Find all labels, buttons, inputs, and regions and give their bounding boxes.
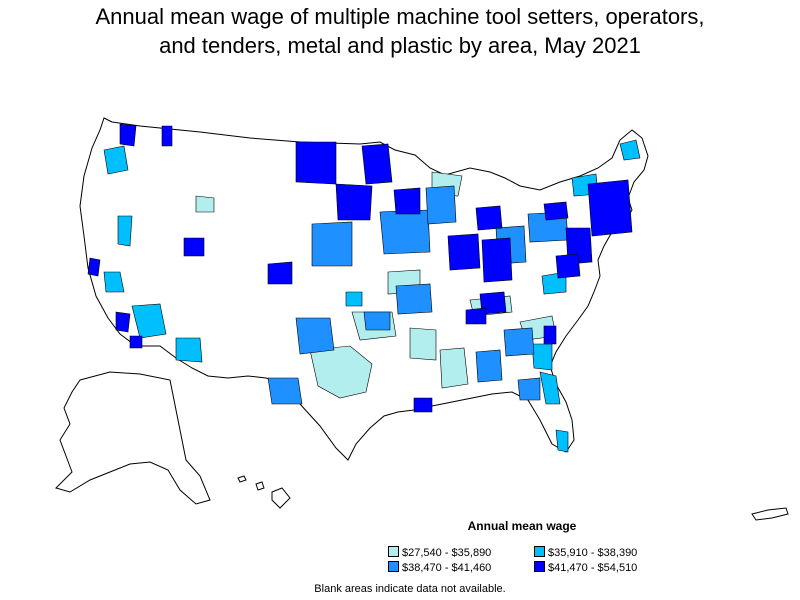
legend-label-tier-1: $27,540 - $35,890 (402, 547, 492, 559)
region-florida-south (555, 429, 569, 453)
map-title: Annual mean wage of multiple machine too… (0, 2, 800, 60)
region-north-dakota-east (295, 141, 337, 185)
region-georgia (503, 327, 535, 357)
region-colorado (267, 261, 293, 285)
region-south-carolina (531, 343, 553, 371)
region-california-la (115, 311, 131, 333)
region-illinois-chicago (447, 233, 481, 271)
legend-item-tier-1: $27,540 - $35,890 (388, 546, 491, 559)
region-idaho (195, 195, 215, 213)
region-missouri (395, 283, 433, 315)
region-florida-north (517, 377, 541, 401)
region-new-england (587, 179, 633, 237)
region-kansas-wichita (345, 291, 363, 307)
region-louisiana (413, 397, 433, 413)
region-wisconsin-south (425, 185, 457, 225)
legend-swatch-tier-2 (534, 546, 545, 557)
region-california-sd (129, 335, 143, 349)
region-minnesota-south (335, 183, 373, 221)
region-iowa (379, 209, 431, 255)
region-idaho-north (161, 125, 173, 147)
region-texas-central (309, 345, 373, 399)
legend-swatch-tier-3 (388, 561, 399, 572)
region-indiana (481, 237, 513, 283)
alaska-outline (55, 371, 211, 505)
region-michigan (475, 205, 503, 231)
regions-tier-2 (103, 139, 641, 453)
map-title-line-2: and tenders, metal and plastic by area, … (159, 33, 641, 58)
region-oregon (117, 215, 133, 247)
region-florida-east (539, 371, 561, 405)
regions-tier-4 (87, 123, 633, 413)
legend-item-tier-2: $35,910 - $38,390 (534, 546, 637, 559)
region-south-carolina-coast (543, 325, 557, 345)
region-tennessee-west (465, 307, 487, 325)
legend-swatch-tier-4 (534, 561, 545, 572)
region-washington-north (119, 123, 137, 147)
region-minnesota-north (361, 143, 393, 185)
region-nebraska (311, 221, 353, 267)
hawaii-islands (237, 475, 291, 509)
region-maine (619, 139, 641, 161)
region-arizona-phoenix (131, 303, 167, 339)
legend-label-tier-2: $35,910 - $38,390 (548, 547, 638, 559)
footnote: Blank areas indicate data not available. (314, 583, 506, 595)
region-utah (183, 237, 205, 257)
region-mississippi (439, 347, 469, 389)
legend-swatch-tier-1 (388, 546, 399, 557)
region-alabama (475, 349, 503, 383)
region-california-bay (87, 257, 101, 277)
region-oklahoma-tulsa (363, 311, 391, 331)
region-arkansas (409, 327, 437, 361)
region-tennessee (479, 291, 507, 315)
region-texas-panhandle (295, 317, 335, 355)
region-washington-west (103, 145, 129, 175)
region-arizona-tucson (175, 337, 203, 363)
map-title-line-1: Annual mean wage of multiple machine too… (95, 4, 705, 29)
legend-label-tier-4: $41,470 - $54,510 (548, 562, 638, 574)
legend-title: Annual mean wage (467, 519, 577, 533)
region-maryland (555, 253, 581, 279)
puerto-rico (751, 507, 789, 521)
region-pennsylvania-east (543, 201, 569, 221)
region-texas-west (267, 377, 303, 405)
legend-item-tier-4: $41,470 - $54,510 (534, 561, 637, 574)
region-california-inland (103, 271, 125, 293)
region-wisconsin-east (393, 187, 421, 215)
legend-item-tier-3: $38,470 - $41,460 (388, 561, 491, 574)
legend-label-tier-3: $38,470 - $41,460 (402, 562, 492, 574)
